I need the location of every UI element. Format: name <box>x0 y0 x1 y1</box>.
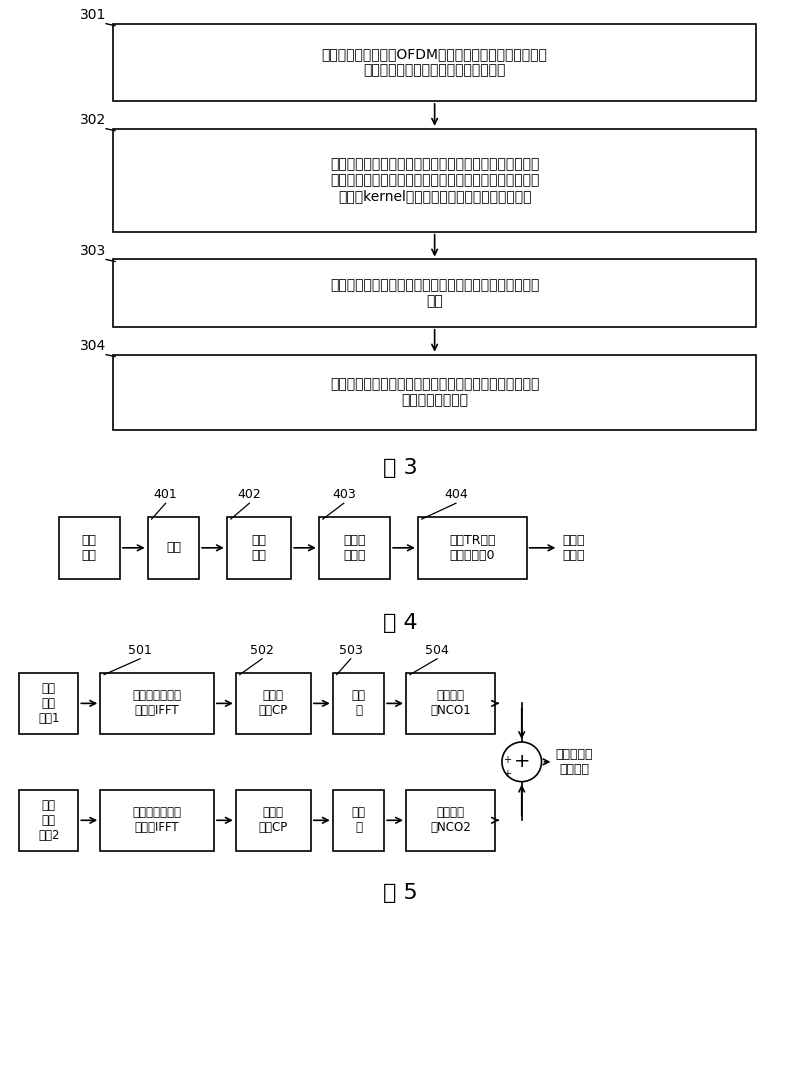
Text: 图 5: 图 5 <box>382 883 418 902</box>
Bar <box>113 129 756 231</box>
Bar <box>113 24 756 101</box>
Bar <box>319 517 390 578</box>
Text: 编码: 编码 <box>166 541 181 554</box>
Text: 从所述多载波合路通道信号中提取削波噪声，并依据所述
削波噪声在所述多载波合路通道信号中的位置，从所述加
长的核kernel波形上截取通道长度的类脉冲信号: 从所述多载波合路通道信号中提取削波噪声，并依据所述 削波噪声在所述多载波合路通道… <box>330 157 539 203</box>
Circle shape <box>502 742 542 781</box>
Text: 基带频
域信号: 基带频 域信号 <box>562 533 585 562</box>
Text: +: + <box>503 755 511 765</box>
Text: +: + <box>514 753 530 771</box>
Bar <box>236 673 311 734</box>
Text: 过采
样: 过采 样 <box>351 806 366 835</box>
Bar <box>406 673 495 734</box>
Bar <box>19 673 78 734</box>
Text: 301: 301 <box>80 8 106 22</box>
Bar <box>100 790 214 851</box>
Text: 在每个正交频分复用OFDM符号上，将每个载波的基带频
域信号合路成时域多载波合路通道信号: 在每个正交频分复用OFDM符号上，将每个载波的基带频 域信号合路成时域多载波合路… <box>322 47 547 77</box>
Text: 数控振荡
器NCO1: 数控振荡 器NCO1 <box>430 690 471 718</box>
Text: 多载波合路
通道信号: 多载波合路 通道信号 <box>555 747 593 776</box>
Text: 加循环
前缀CP: 加循环 前缀CP <box>258 690 288 718</box>
Bar <box>58 517 120 578</box>
Text: +: + <box>503 769 511 779</box>
Text: 基带
频域
信号2: 基带 频域 信号2 <box>38 799 59 842</box>
Text: 数据
信号: 数据 信号 <box>82 533 97 562</box>
Text: 304: 304 <box>80 338 106 352</box>
Text: 空余TR、保
护子载波置0: 空余TR、保 护子载波置0 <box>449 533 495 562</box>
Bar <box>113 355 756 430</box>
Text: 501: 501 <box>128 644 152 657</box>
Bar <box>406 790 495 851</box>
Bar <box>236 790 311 851</box>
Text: 数控振荡
器NCO2: 数控振荡 器NCO2 <box>430 806 471 835</box>
Text: 404: 404 <box>444 489 468 501</box>
Bar <box>148 517 199 578</box>
Bar <box>333 790 384 851</box>
Bar <box>227 517 291 578</box>
Text: 503: 503 <box>338 644 362 657</box>
Text: 低倍速反向傅立
叶变换IFFT: 低倍速反向傅立 叶变换IFFT <box>133 806 182 835</box>
Bar <box>418 517 526 578</box>
Text: 图 4: 图 4 <box>382 613 418 633</box>
Text: 303: 303 <box>80 243 106 257</box>
Text: 使用所述类脉冲信号与所述提取的削波噪声复乘得到对消
噪声: 使用所述类脉冲信号与所述提取的削波噪声复乘得到对消 噪声 <box>330 278 539 309</box>
Text: 504: 504 <box>425 644 449 657</box>
Text: 302: 302 <box>80 112 106 127</box>
Bar <box>113 260 756 327</box>
Bar <box>19 790 78 851</box>
Text: 图 3: 图 3 <box>382 457 418 478</box>
Text: 402: 402 <box>238 489 262 501</box>
Text: 403: 403 <box>332 489 356 501</box>
Text: 基带
频域
信号1: 基带 频域 信号1 <box>38 682 59 724</box>
Text: 加循环
前缀CP: 加循环 前缀CP <box>258 806 288 835</box>
Bar <box>100 673 214 734</box>
Text: 低倍速反向傅立
叶变换IFFT: 低倍速反向傅立 叶变换IFFT <box>133 690 182 718</box>
Text: 星座
映射: 星座 映射 <box>251 533 266 562</box>
Text: 过采
样: 过采 样 <box>351 690 366 718</box>
Text: 在延时后的多载波合路通道信号上反向叠加所述对消噪声
，进行峰均比抑制: 在延时后的多载波合路通道信号上反向叠加所述对消噪声 ，进行峰均比抑制 <box>330 377 539 407</box>
Text: 502: 502 <box>250 644 274 657</box>
Text: 导频信
息插入: 导频信 息插入 <box>343 533 366 562</box>
Bar <box>333 673 384 734</box>
Text: 401: 401 <box>154 489 178 501</box>
